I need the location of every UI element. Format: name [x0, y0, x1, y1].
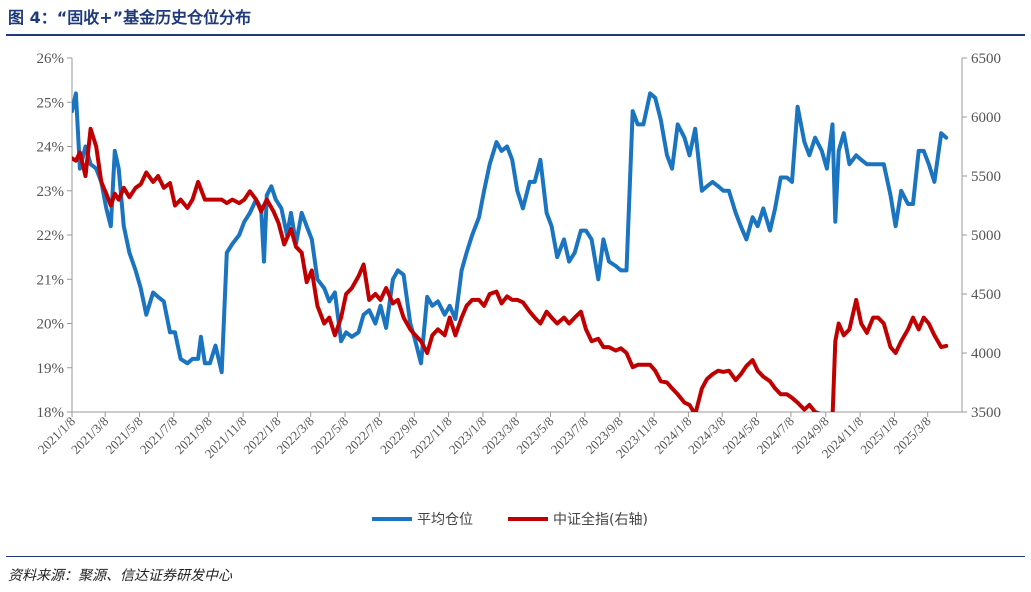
figure-title: 图 4：“固收+”基金历史仓位分布: [8, 8, 252, 27]
left-tick-label: 19%: [37, 361, 65, 377]
left-tick-label: 18%: [37, 405, 65, 421]
right-tick-label: 6500: [971, 51, 1001, 67]
chart-series: [72, 91, 949, 412]
left-tick-label: 23%: [37, 184, 65, 200]
x-tick-label: 2021/3/8: [68, 414, 111, 457]
legend-label-csi-all-share: 中证全指(右轴): [553, 511, 648, 528]
title-rule: [6, 34, 1025, 36]
x-tick-label: 2023/5/8: [513, 414, 556, 457]
left-tick-label: 24%: [37, 140, 65, 156]
x-tick-label: 2022/3/8: [274, 414, 317, 457]
x-tick-label: 2022/5/8: [308, 414, 351, 457]
x-tick-label: 2023/7/8: [548, 414, 591, 457]
x-tick-label: 2023/3/8: [479, 414, 522, 457]
right-tick-label: 3500: [971, 405, 1001, 421]
right-axis-ticks: 3500 4000 4500 5000 5500 6000 6500: [962, 51, 1001, 421]
series-line-csi-all-share: [72, 126, 949, 412]
left-tick-label: 22%: [37, 228, 65, 244]
series-line-avg-position: [72, 91, 949, 375]
x-tick-label: 2025/3/8: [890, 414, 933, 457]
bottom-rule: [6, 556, 1025, 557]
left-tick-label: 26%: [37, 51, 65, 67]
x-tick-label: 2024/5/8: [719, 414, 762, 457]
left-tick-label: 25%: [37, 95, 65, 111]
x-tick-label: 2024/3/8: [685, 414, 728, 457]
source-note: 资料来源：聚源、信达证券研发中心: [8, 568, 232, 584]
left-tick-label: 20%: [37, 317, 65, 333]
chart-legend: 平均仓位 中证全指(右轴): [372, 511, 648, 528]
right-tick-label: 4000: [971, 346, 1001, 362]
x-tick-label: 2022/7/8: [342, 414, 385, 457]
right-tick-label: 5000: [971, 228, 1001, 244]
right-tick-label: 4500: [971, 287, 1001, 303]
x-tick-label: 2024/7/8: [754, 414, 797, 457]
left-tick-label: 21%: [37, 272, 65, 288]
right-tick-label: 6000: [971, 110, 1001, 126]
legend-label-avg-position: 平均仓位: [417, 512, 473, 528]
x-tick-label: 2021/7/8: [137, 414, 180, 457]
x-tick-label: 2021/5/8: [102, 414, 145, 457]
right-tick-label: 5500: [971, 169, 1001, 185]
x-axis-ticks: 2021/1/82021/3/82021/5/82021/7/82021/9/8…: [35, 412, 934, 461]
left-axis-ticks: 18% 19% 20% 21% 22% 23% 24% 25% 26%: [37, 51, 72, 421]
